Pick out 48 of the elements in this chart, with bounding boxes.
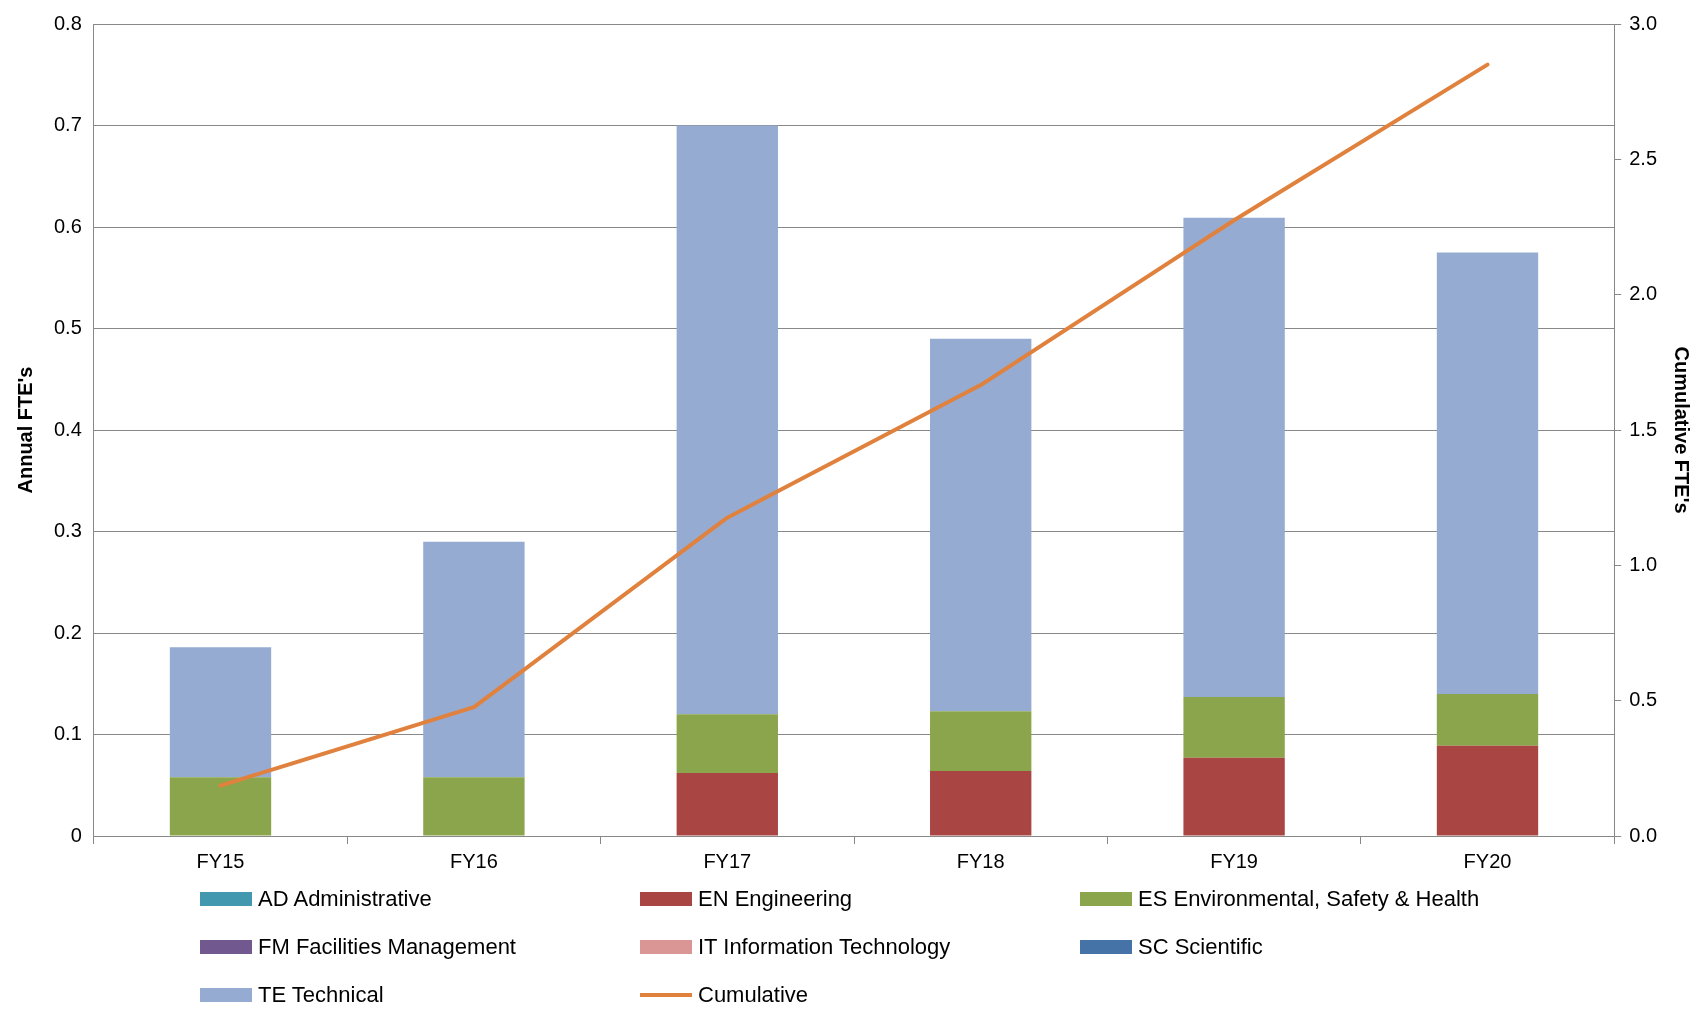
legend-label: TE Technical (258, 982, 384, 1008)
bar (930, 711, 1032, 772)
y2-tick-label: 2.5 (1629, 146, 1658, 169)
bar (1436, 693, 1539, 746)
y-tick-label: 0.8 (53, 11, 82, 34)
bar (930, 771, 1032, 836)
bar (676, 125, 778, 715)
y-axis-title: Annual FTE's (13, 366, 36, 494)
legend-label: AD Administrative (258, 886, 432, 912)
bar (1183, 757, 1285, 836)
legend-label: IT Information Technology (698, 934, 951, 960)
legend-label: FM Facilities Management (258, 934, 516, 960)
x-tick-label: FY17 (703, 849, 752, 872)
bar (169, 777, 272, 836)
bar (423, 541, 525, 778)
bar (676, 773, 778, 836)
bar (169, 647, 272, 778)
legend-label: Cumulative (698, 982, 809, 1008)
legend-label: ES Environmental, Safety & Health (1138, 886, 1480, 912)
y2-tick-label: 0.0 (1629, 823, 1658, 846)
y2-tick-label: 1.5 (1629, 417, 1658, 440)
bar (1436, 745, 1539, 836)
y-tick-label: 0.2 (53, 620, 82, 643)
y2-tick-label: 3.0 (1629, 11, 1658, 34)
y-tick-label: 0.3 (53, 519, 82, 542)
x-tick-label: FY19 (1210, 849, 1258, 872)
legend-label: SC Scientific (1138, 934, 1263, 960)
x-tick-label: FY16 (450, 849, 498, 872)
bar (930, 338, 1032, 712)
y2-axis-title: Cumulative FTE's (1671, 346, 1694, 514)
y-tick-label: 0.1 (53, 722, 82, 745)
legend-label: EN Engineering (698, 886, 853, 912)
x-tick-label: FY20 (1463, 849, 1512, 872)
y-tick-label: 0.7 (53, 113, 82, 136)
y2-tick-label: 0.5 (1629, 688, 1658, 711)
y-tick-label: 0.4 (53, 417, 82, 440)
y-tick-label: 0 (70, 823, 82, 846)
y2-tick-label: 1.0 (1629, 552, 1658, 575)
y2-tick-label: 2.0 (1629, 282, 1658, 305)
bar (1183, 217, 1285, 697)
bar (676, 714, 778, 774)
y-tick-label: 0.5 (53, 316, 82, 339)
bar (1436, 252, 1539, 694)
bar (1183, 696, 1285, 758)
x-tick-label: FY15 (196, 849, 245, 872)
y-tick-label: 0.6 (53, 214, 82, 237)
x-tick-label: FY18 (956, 849, 1005, 872)
bar (423, 777, 525, 836)
